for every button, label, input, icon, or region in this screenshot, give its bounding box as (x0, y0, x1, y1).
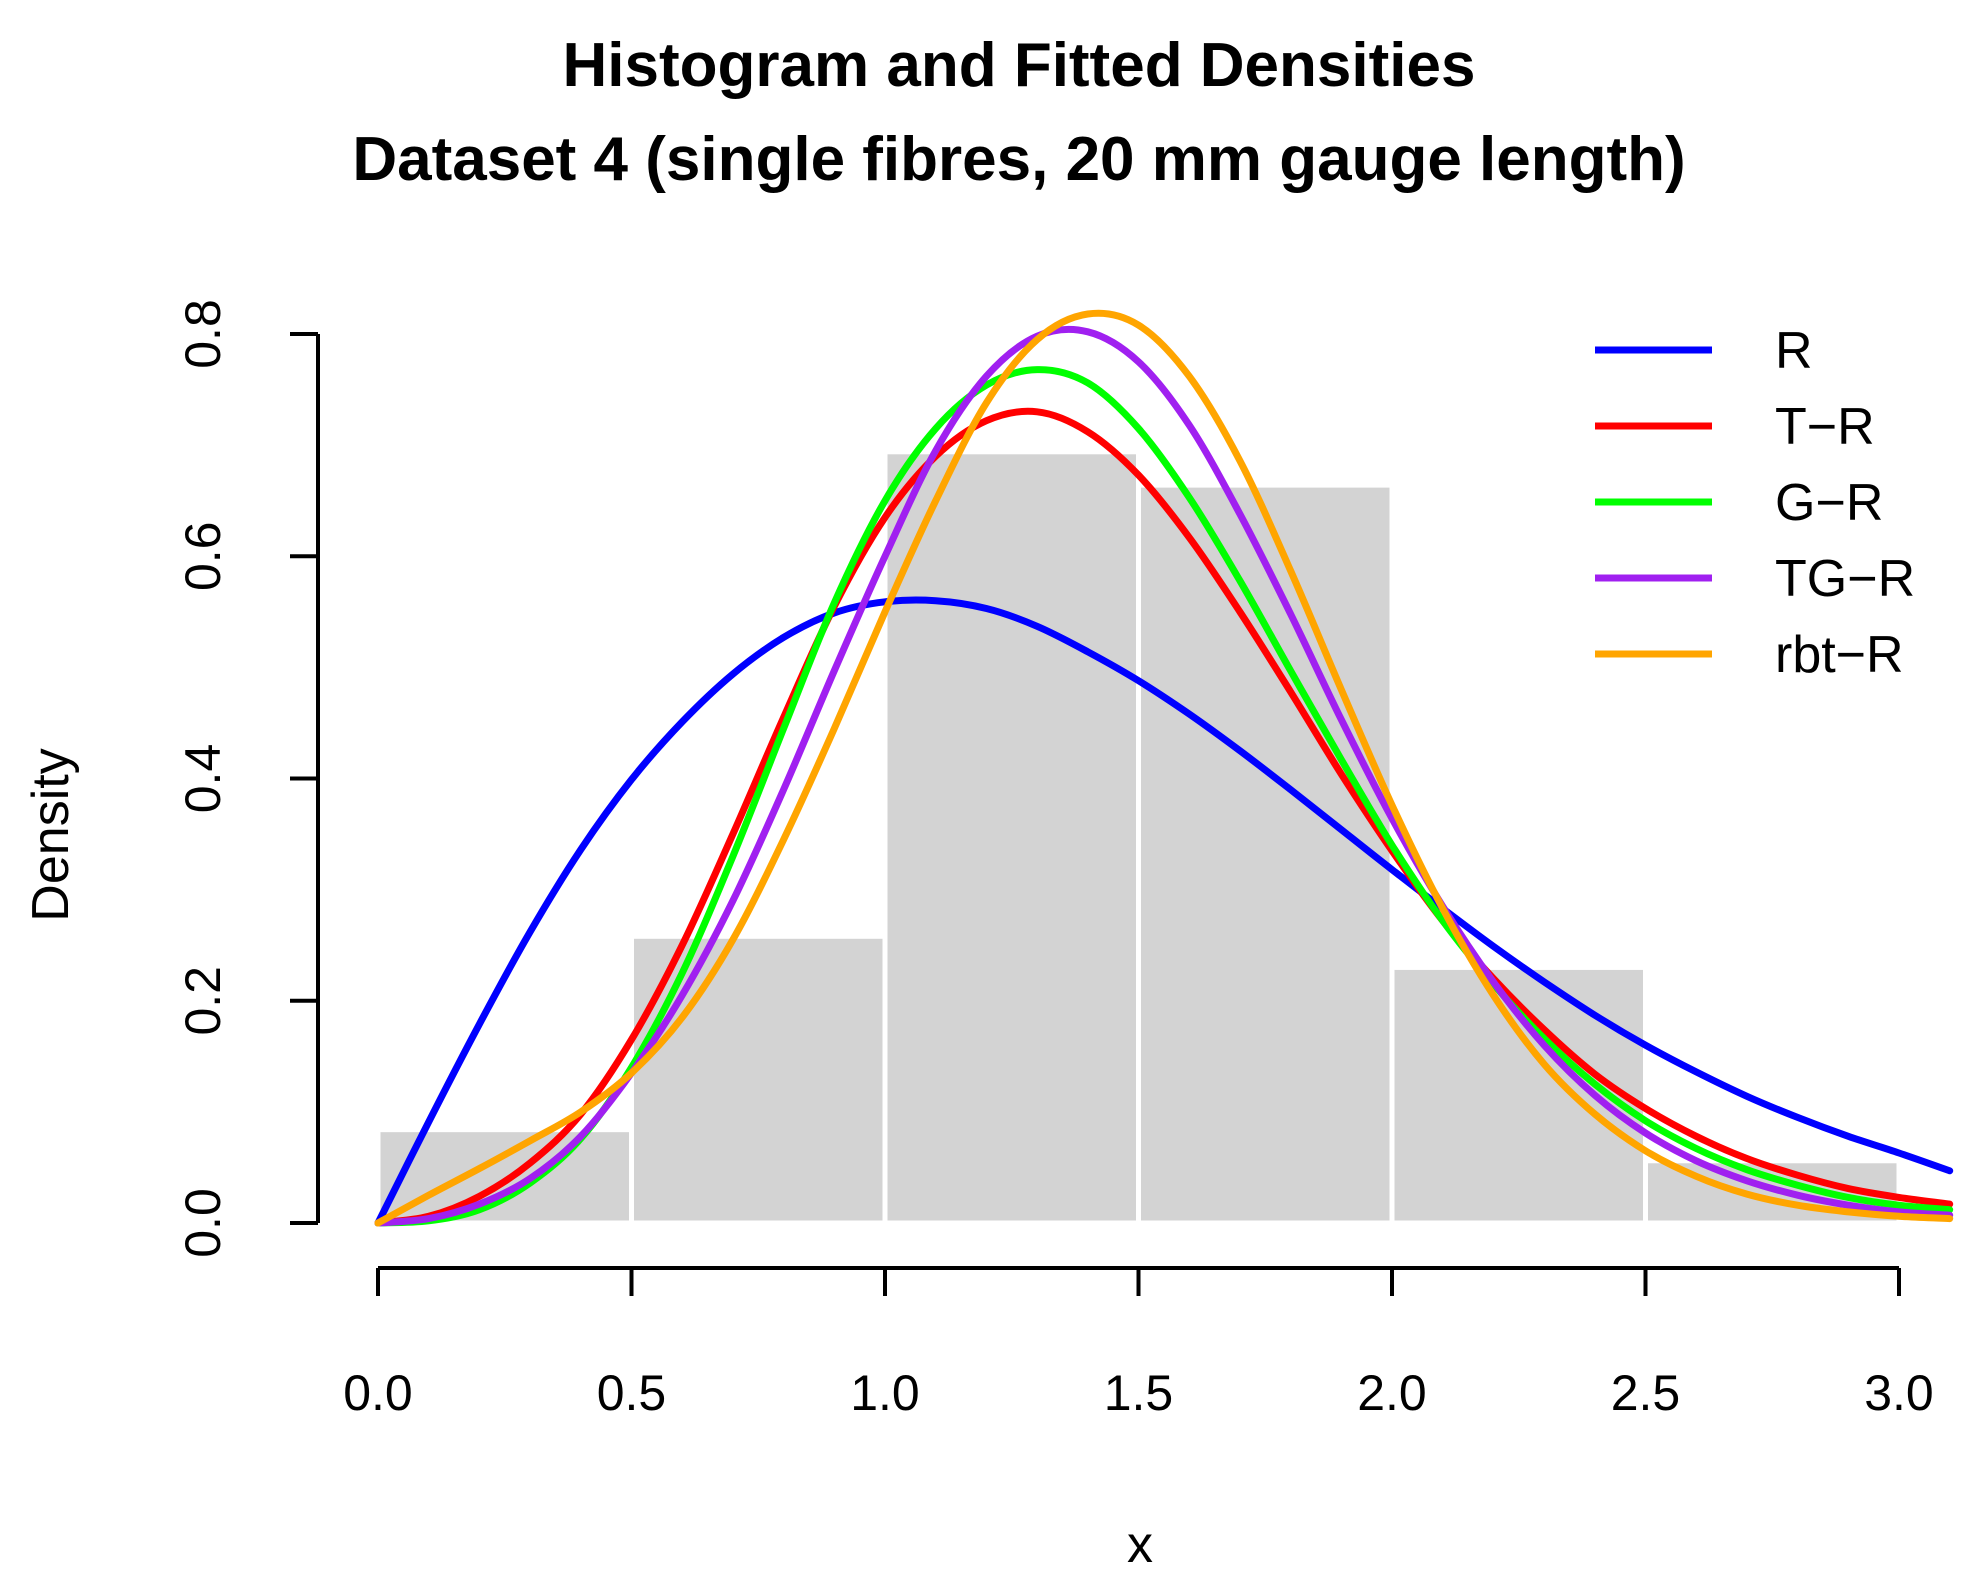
legend: R T−R G−R TG−R rbt−R (1595, 322, 1915, 684)
density-curve-5 (374, 309, 1954, 1227)
chart-title-line1: Histogram and Fitted Densities (563, 31, 1476, 100)
histogram-bar-4 (1136, 482, 1395, 1226)
density-curve-2 (374, 407, 1954, 1227)
chart-title-line2: Dataset 4 (single fibres, 20 mm gauge le… (352, 125, 1685, 194)
legend-label-3: G−R (1775, 474, 1883, 532)
legend-label-4: TG−R (1775, 550, 1915, 608)
density-curves (374, 309, 1954, 1227)
density-curve-3 (374, 366, 1954, 1227)
y-axis-label: Density (22, 748, 80, 921)
x-tick-label-1: 0.0 (343, 1365, 413, 1421)
density-curve-4 (374, 325, 1954, 1227)
histogram-bar-2 (629, 933, 888, 1226)
x-axis: 0.0 0.5 1.0 1.5 2.0 2.5 3.0 (343, 1266, 1934, 1421)
x-tick-label-2: 0.5 (597, 1365, 667, 1421)
x-tick-label-4: 1.5 (1104, 1365, 1174, 1421)
x-tick-label-7: 3.0 (1864, 1365, 1934, 1421)
legend-label-1: R (1775, 322, 1813, 380)
y-axis: 0.0 0.2 0.4 0.6 0.8 (175, 299, 320, 1258)
legend-label-2: T−R (1775, 398, 1875, 456)
x-tick-label-5: 2.0 (1357, 1365, 1427, 1421)
histogram-bars (375, 449, 1902, 1226)
x-tick-label-6: 2.5 (1611, 1365, 1681, 1421)
y-tick-label-2: 0.2 (175, 966, 231, 1036)
x-axis-label: x (1127, 1516, 1153, 1574)
histogram-bar-3 (882, 449, 1141, 1226)
density-curve-1 (374, 596, 1954, 1227)
y-tick-label-4: 0.6 (175, 522, 231, 592)
legend-label-5: rbt−R (1775, 626, 1904, 684)
x-tick-label-3: 1.0 (850, 1365, 920, 1421)
y-tick-label-5: 0.8 (175, 299, 231, 369)
y-tick-label-1: 0.0 (175, 1188, 231, 1258)
y-tick-label-3: 0.4 (175, 744, 231, 814)
